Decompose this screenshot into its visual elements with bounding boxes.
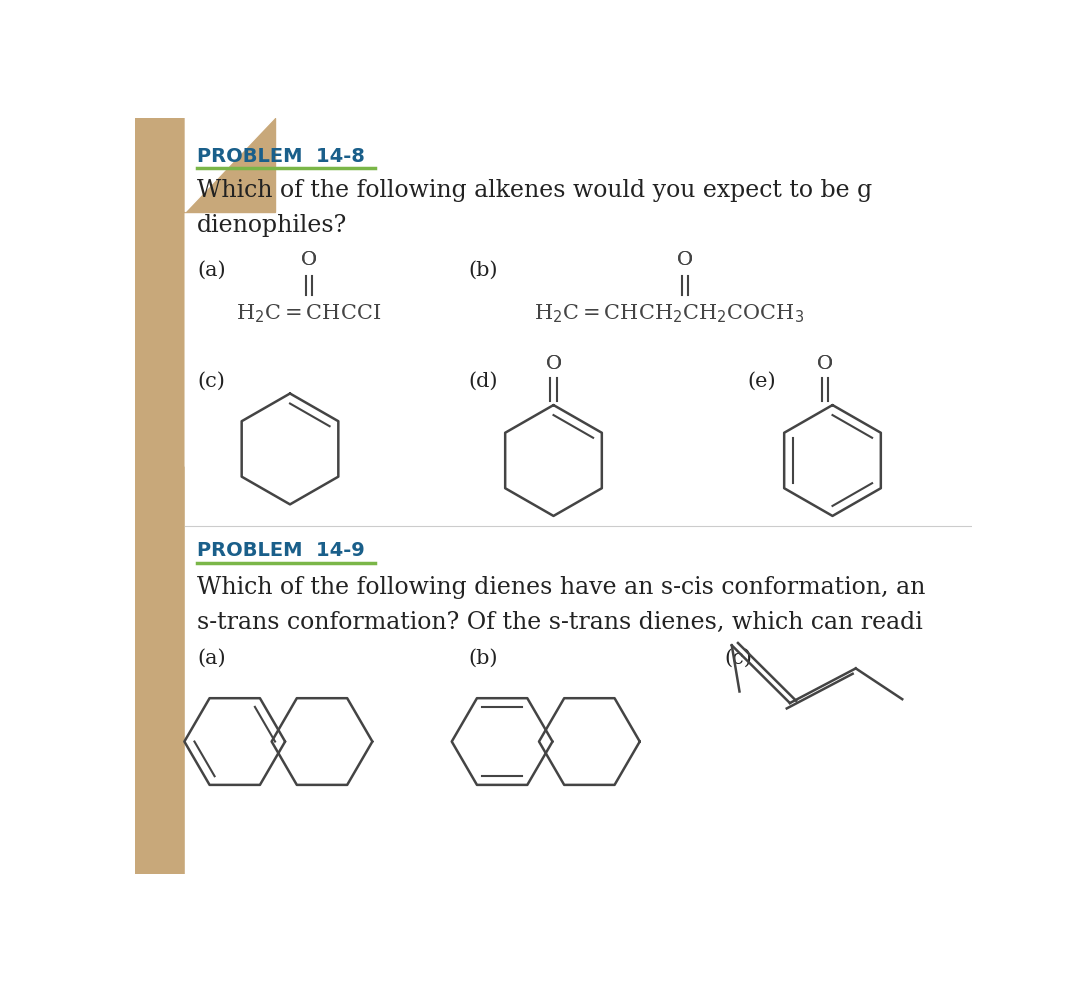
- Text: (e): (e): [747, 372, 775, 391]
- Text: O: O: [816, 355, 833, 373]
- Text: Which of the following alkenes would you expect to be g: Which of the following alkenes would you…: [197, 180, 873, 202]
- Text: O: O: [816, 355, 833, 373]
- Text: s-trans conformation? Of the s-trans dienes, which can readi: s-trans conformation? Of the s-trans die…: [197, 611, 922, 633]
- Text: H$_2$C$=$CHCCI: H$_2$C$=$CHCCI: [235, 302, 381, 325]
- Text: O: O: [301, 251, 318, 269]
- Polygon shape: [186, 118, 274, 210]
- Text: (c): (c): [724, 649, 752, 668]
- Text: Which of the following dienes have an s-cis conformation, an: Which of the following dienes have an s-…: [197, 576, 926, 599]
- Text: O: O: [677, 251, 693, 269]
- Text: (d): (d): [469, 372, 498, 391]
- Text: H$_2$C$=$CHCH$_2$CH$_2$COCH$_3$: H$_2$C$=$CHCH$_2$CH$_2$COCH$_3$: [535, 302, 805, 325]
- Text: (b): (b): [469, 260, 498, 279]
- Bar: [135, 118, 274, 212]
- Bar: [186, 118, 972, 465]
- Text: dienophiles?: dienophiles?: [197, 214, 348, 237]
- Polygon shape: [186, 118, 274, 212]
- Text: (c): (c): [197, 372, 225, 391]
- Bar: [135, 118, 274, 210]
- Text: (a): (a): [197, 260, 226, 279]
- Text: (a): (a): [197, 649, 226, 668]
- Text: (b): (b): [469, 649, 498, 668]
- Bar: [186, 118, 972, 465]
- Text: O: O: [545, 355, 562, 373]
- Text: PROBLEM  14-9: PROBLEM 14-9: [197, 541, 365, 561]
- Text: O: O: [301, 251, 318, 269]
- Text: O: O: [545, 355, 562, 373]
- Bar: [135, 118, 186, 874]
- Text: PROBLEM  14-8: PROBLEM 14-8: [197, 147, 365, 166]
- Text: O: O: [677, 251, 693, 269]
